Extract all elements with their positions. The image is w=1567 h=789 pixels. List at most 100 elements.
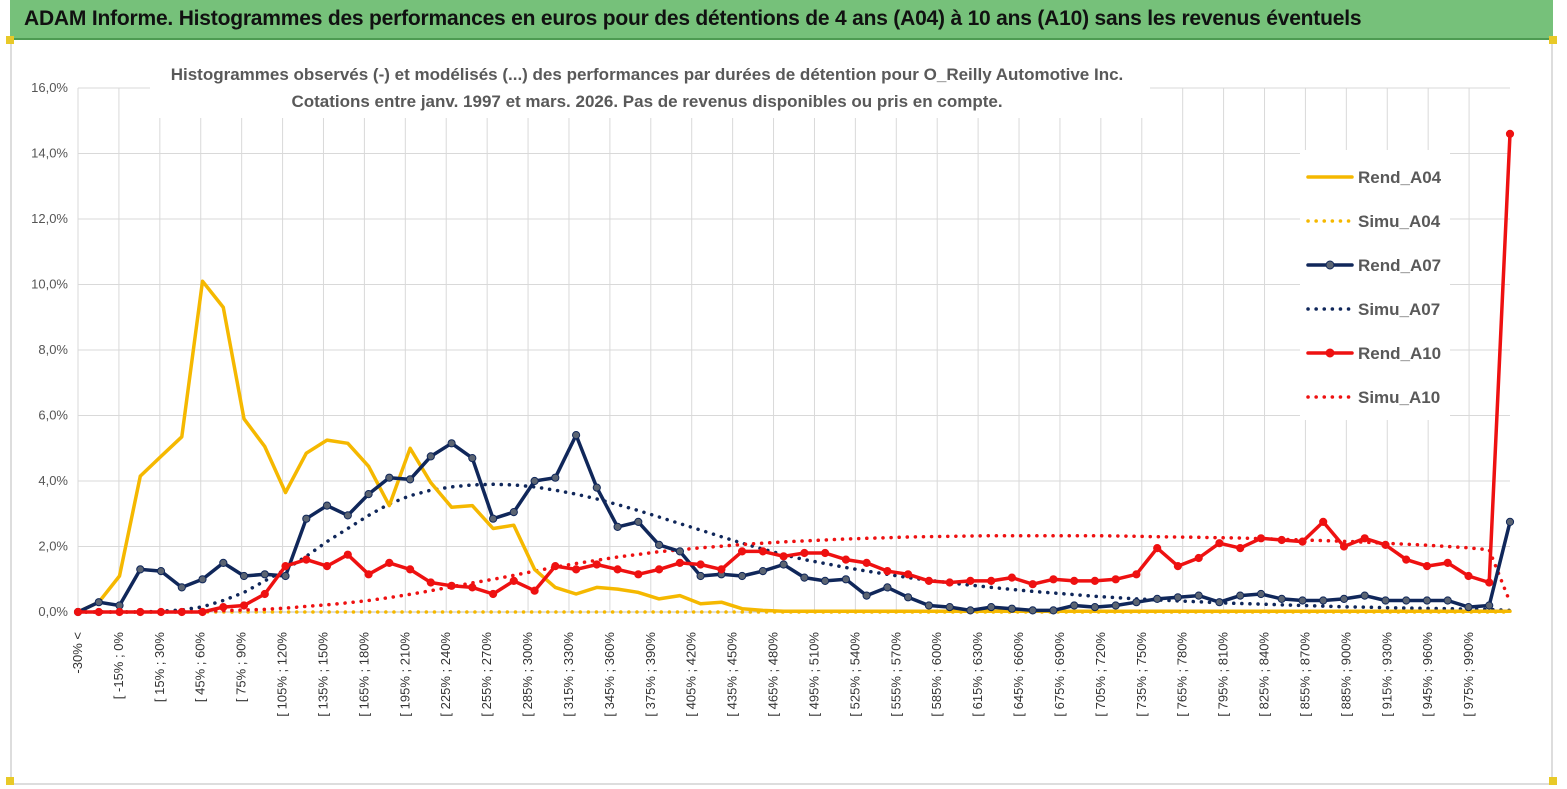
x-tick-label: [ 45% ; 60% bbox=[193, 632, 208, 703]
data-point bbox=[1505, 517, 1515, 527]
x-tick-label: [ 585% ; 600% bbox=[929, 632, 944, 717]
data-point bbox=[904, 570, 913, 579]
frame-corner-handle[interactable] bbox=[1549, 777, 1557, 785]
y-tick-label: 2,0% bbox=[38, 539, 68, 554]
frame-corner-handle[interactable] bbox=[6, 777, 14, 785]
data-point bbox=[530, 476, 539, 486]
x-tick-label: [ 495% ; 510% bbox=[806, 632, 821, 717]
data-point bbox=[696, 571, 705, 581]
x-tick-label: [ 525% ; 540% bbox=[847, 632, 862, 717]
grid bbox=[77, 87, 1510, 613]
data-point bbox=[592, 483, 601, 492]
x-tick-label: [ 705% ; 720% bbox=[1093, 632, 1108, 717]
data-point bbox=[136, 565, 145, 574]
data-point bbox=[198, 575, 207, 584]
data-point bbox=[1298, 537, 1307, 546]
data-point bbox=[800, 548, 809, 558]
y-tick-label: 4,0% bbox=[38, 473, 68, 488]
legend-item-rend-a04: Rend_A04 bbox=[1306, 168, 1442, 187]
data-point bbox=[343, 511, 352, 520]
data-point bbox=[1485, 601, 1494, 610]
header-banner: ADAM Informe. Histogrammes des performan… bbox=[10, 0, 1553, 40]
page-title: ADAM Informe. Histogrammes des performan… bbox=[24, 7, 1362, 30]
data-point bbox=[156, 567, 166, 576]
data-point bbox=[406, 475, 415, 484]
data-point bbox=[489, 589, 498, 599]
data-point bbox=[800, 573, 809, 582]
x-tick-label: [ 645% ; 660% bbox=[1011, 632, 1026, 717]
data-point bbox=[779, 560, 788, 569]
data-point bbox=[177, 607, 186, 617]
legend-label: Simu_A07 bbox=[1358, 300, 1440, 319]
data-point bbox=[385, 473, 394, 482]
data-point bbox=[426, 578, 435, 587]
data-point bbox=[239, 571, 249, 581]
x-tick-label: [ 675% ; 690% bbox=[1052, 632, 1067, 717]
data-point bbox=[322, 562, 332, 571]
data-point bbox=[281, 571, 290, 581]
data-point bbox=[1132, 598, 1141, 607]
data-point bbox=[945, 578, 954, 587]
data-point bbox=[468, 454, 477, 463]
data-point bbox=[509, 576, 518, 586]
data-point bbox=[447, 581, 456, 590]
data-point bbox=[634, 570, 643, 579]
data-point bbox=[862, 591, 871, 600]
frame-corner-handle[interactable] bbox=[6, 36, 14, 44]
data-point bbox=[779, 552, 788, 561]
data-point bbox=[198, 607, 207, 617]
x-tick-label: [ 135% ; 150% bbox=[315, 632, 330, 717]
data-point bbox=[136, 607, 145, 617]
data-point bbox=[530, 586, 539, 595]
data-point bbox=[94, 598, 103, 607]
data-point bbox=[758, 567, 768, 576]
data-point bbox=[592, 560, 601, 569]
frame-corner-handle[interactable] bbox=[1549, 36, 1557, 44]
x-axis: -30% < [ -15% ; 0% [ 15% ; 30% [ 45% ; 60% [… bbox=[70, 611, 1510, 717]
data-point bbox=[551, 473, 560, 482]
data-point bbox=[1215, 539, 1224, 548]
data-point bbox=[1049, 575, 1058, 584]
data-point bbox=[1443, 596, 1452, 605]
data-point bbox=[1028, 580, 1037, 589]
y-tick-label: 6,0% bbox=[38, 408, 68, 423]
data-point bbox=[1070, 601, 1079, 610]
data-point bbox=[1049, 606, 1058, 615]
data-point bbox=[302, 555, 311, 564]
x-tick-label: [ 735% ; 750% bbox=[1134, 632, 1149, 717]
series-line-rend-a10 bbox=[76, 132, 1512, 614]
series-line-simu-a07 bbox=[76, 482, 1512, 614]
data-point bbox=[862, 558, 871, 568]
data-point bbox=[1173, 593, 1183, 602]
data-point bbox=[281, 562, 290, 571]
data-point bbox=[1153, 594, 1162, 604]
data-point bbox=[219, 603, 228, 612]
data-point bbox=[156, 607, 166, 617]
data-point bbox=[364, 570, 373, 579]
x-tick-label: [ 765% ; 780% bbox=[1175, 632, 1190, 717]
data-point bbox=[1339, 594, 1349, 604]
data-point bbox=[1339, 542, 1349, 551]
legend-marker bbox=[1325, 348, 1335, 358]
data-point bbox=[572, 431, 581, 440]
data-point bbox=[1194, 553, 1203, 563]
data-point bbox=[655, 565, 664, 574]
data-point bbox=[1256, 534, 1266, 543]
data-point bbox=[1402, 555, 1411, 564]
x-tick-label: [ 315% ; 330% bbox=[561, 632, 576, 717]
x-tick-label: [ 915% ; 930% bbox=[1379, 632, 1394, 717]
series-layer bbox=[73, 129, 1515, 617]
x-tick-label: [ 615% ; 630% bbox=[970, 632, 985, 717]
data-point bbox=[841, 555, 851, 564]
x-tick-label: [ 345% ; 360% bbox=[602, 632, 617, 717]
data-point bbox=[1090, 576, 1100, 586]
x-tick-label: [ 555% ; 570% bbox=[888, 632, 903, 717]
data-point bbox=[883, 583, 892, 592]
data-point bbox=[1402, 596, 1411, 605]
data-point bbox=[945, 603, 954, 612]
x-tick-label: [ 465% ; 480% bbox=[766, 632, 781, 717]
data-point bbox=[924, 601, 934, 610]
data-point bbox=[634, 517, 643, 527]
x-tick-label: [ 165% ; 180% bbox=[356, 632, 371, 717]
data-point bbox=[1070, 576, 1079, 586]
